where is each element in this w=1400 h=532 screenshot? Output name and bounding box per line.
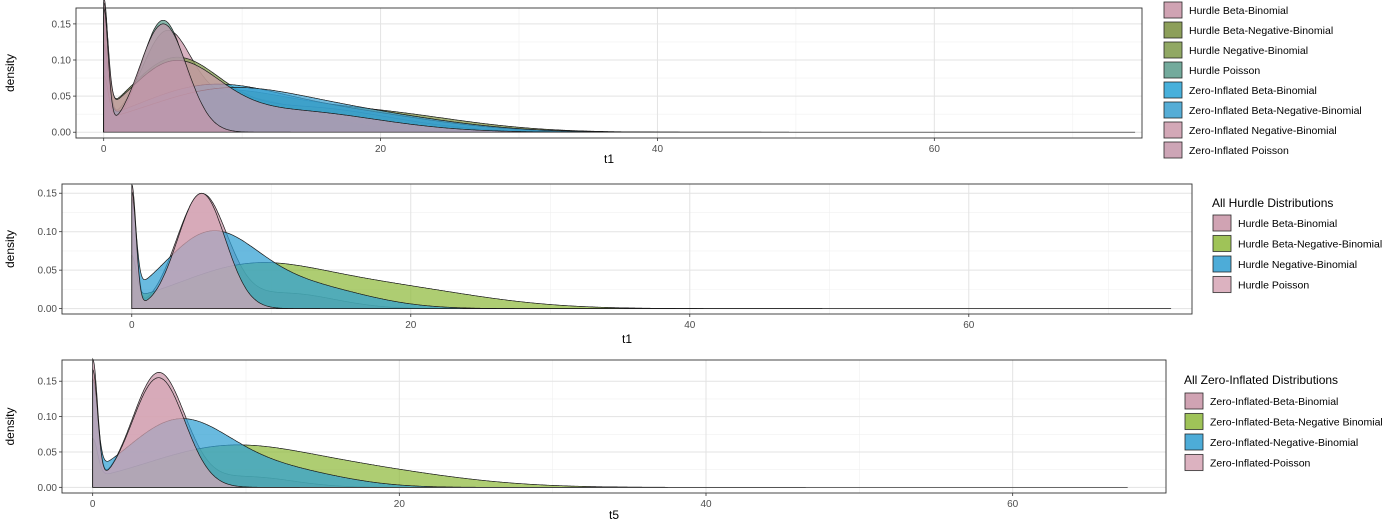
legend-item[interactable]: Zero-Inflated Beta-Negative-Binomial [1163, 101, 1362, 119]
legend-swatch [1184, 433, 1204, 451]
legend-swatch [1163, 81, 1183, 99]
x-tick-label: 0 [90, 499, 96, 510]
legend-item[interactable]: Zero-Inflated Beta-Binomial [1163, 81, 1317, 99]
x-tick-label: 40 [700, 499, 712, 510]
legend-item[interactable]: Hurdle Poisson [1163, 61, 1260, 79]
y-tick-label: 0.00 [52, 128, 72, 139]
legend-item[interactable]: Hurdle Negative-Binomial [1163, 41, 1308, 59]
density-area-hurdle-negative-binomial [131, 197, 823, 309]
legend-swatch [1212, 235, 1232, 252]
legend-swatch [1163, 41, 1183, 59]
legend-item[interactable]: Zero-Inflated Poisson [1163, 141, 1289, 159]
panel-2: 0 20 40 60 0.00 0.05 0.10 0.15 t1 density All Hurd… [3, 183, 1382, 346]
legend-label: Zero-Inflated-Beta-Negative Binomial [1210, 417, 1383, 429]
y-tick-label: 0.10 [38, 412, 58, 423]
x-tick-label: 0 [129, 320, 135, 331]
y-tick-label: 0.00 [38, 304, 58, 315]
legend: All Hurdle Distributions Hurdle Beta-Bino… [1212, 196, 1382, 294]
y-tick-label: 0.10 [52, 56, 72, 67]
legend: All Zero-Inflated Distributions Zero-Infl… [1184, 373, 1383, 472]
density-area-hurdle-poisson [131, 191, 321, 309]
y-tick-label: 0.15 [38, 377, 58, 388]
legend-item[interactable]: Hurdle Beta-Binomial [1212, 214, 1337, 232]
legend-title: All Zero-Inflated Distributions [1184, 373, 1338, 387]
legend-label: Hurdle Beta-Negative-Binomial [1189, 25, 1333, 37]
x-axis-title: t1 [604, 152, 614, 166]
legend-label: Hurdle Beta-Binomial [1238, 218, 1337, 230]
y-tick-label: 0.05 [38, 447, 58, 458]
x-tick-label: 60 [963, 320, 975, 331]
y-tick-label: 0.05 [52, 92, 72, 103]
y-axis-title: density [3, 54, 17, 92]
legend-swatch [1163, 21, 1183, 39]
legend-label: Hurdle Poisson [1238, 280, 1309, 292]
legend-label: Hurdle Beta-Binomial [1189, 5, 1288, 17]
x-tick-label: 20 [375, 144, 387, 155]
density-area-zero-inflated-poisson [103, 7, 291, 133]
density-area-zero-inflated-negative-binomial [103, 1, 623, 133]
legend-label: Zero-Inflated Negative-Binomial [1189, 125, 1337, 137]
legend-item[interactable]: Hurdle Negative-Binomial [1212, 255, 1357, 273]
legend-item[interactable]: Hurdle Poisson [1212, 275, 1309, 294]
legend-label: Zero-Inflated-Beta-Binomial [1210, 396, 1338, 408]
y-axis-title: density [3, 407, 17, 445]
legend-item[interactable]: Zero-Inflated Negative-Binomial [1163, 121, 1337, 139]
x-tick-label: 60 [1007, 499, 1019, 510]
legend-swatch [1212, 255, 1232, 273]
legend-item[interactable]: Hurdle Beta-Negative-Binomial [1212, 234, 1382, 253]
y-tick-label: 0.15 [52, 19, 72, 30]
x-tick-label: 60 [929, 144, 941, 155]
legend-swatch [1184, 454, 1204, 471]
density-area-zero-inflated-beta-negative-binomial [92, 438, 1128, 488]
panel-border [61, 183, 1193, 315]
x-tick-label: 20 [394, 499, 406, 510]
y-axis-title: density [3, 230, 17, 268]
legend-label: Zero-Inflated Beta-Negative-Binomial [1189, 105, 1362, 117]
legend: Hurdle Beta-Binomial Hurdle Beta-Negative… [1163, 1, 1362, 159]
legend-swatch [1163, 1, 1183, 19]
x-axis-title: t1 [622, 332, 632, 346]
legend-label: Zero-Inflated-Negative-Binomial [1210, 437, 1358, 449]
legend-item[interactable]: Zero-Inflated-Beta-Binomial [1184, 392, 1338, 410]
x-axis-title: t5 [609, 508, 619, 522]
legend-swatch [1163, 121, 1183, 139]
panel-3: 0 20 40 60 0.00 0.05 0.10 0.15 t5 density All Zero… [3, 357, 1383, 522]
legend-title: All Hurdle Distributions [1212, 196, 1333, 210]
legend-label: Hurdle Beta-Negative-Binomial [1238, 239, 1382, 251]
legend-swatch [1163, 61, 1183, 79]
legend-swatch [1163, 141, 1183, 159]
legend-item[interactable]: Hurdle Beta-Negative-Binomial [1163, 21, 1333, 39]
y-tick-label: 0.10 [38, 227, 58, 238]
panel-border [61, 359, 1167, 494]
x-tick-label: 40 [684, 320, 696, 331]
panel-1: 0 20 40 60 0.00 0.05 0.10 0.15 t1 density Hurdle B… [3, 0, 1362, 166]
legend-item[interactable]: Zero-Inflated-Negative-Binomial [1184, 433, 1358, 451]
density-area-zero-inflated-poisson [92, 368, 300, 488]
y-tick-label: 0.15 [38, 189, 58, 200]
density-area-zero-inflated-negative-binomial [92, 378, 806, 488]
legend-label: Hurdle Negative-Binomial [1189, 45, 1308, 57]
legend-label: Hurdle Poisson [1189, 65, 1260, 77]
legend-swatch [1212, 214, 1232, 232]
legend-item[interactable]: Zero-Inflated-Beta-Negative Binomial [1184, 412, 1383, 431]
legend-label: Zero-Inflated-Poisson [1210, 458, 1311, 470]
x-tick-label: 0 [101, 144, 107, 155]
legend-swatch [1212, 276, 1232, 293]
legend-label: Zero-Inflated Poisson [1189, 145, 1289, 157]
legend-swatch [1163, 101, 1183, 119]
legend-item[interactable]: Hurdle Beta-Binomial [1163, 1, 1288, 19]
legend-label: Hurdle Negative-Binomial [1238, 259, 1357, 271]
legend-swatch [1184, 413, 1204, 430]
legend-label: Zero-Inflated Beta-Binomial [1189, 85, 1317, 97]
y-tick-label: 0.00 [38, 483, 58, 494]
panel-border [75, 7, 1143, 139]
legend-swatch [1184, 392, 1204, 410]
legend-item[interactable]: Zero-Inflated-Poisson [1184, 453, 1311, 472]
x-tick-label: 20 [405, 320, 417, 331]
y-tick-label: 0.05 [38, 266, 58, 277]
x-tick-label: 40 [652, 144, 664, 155]
